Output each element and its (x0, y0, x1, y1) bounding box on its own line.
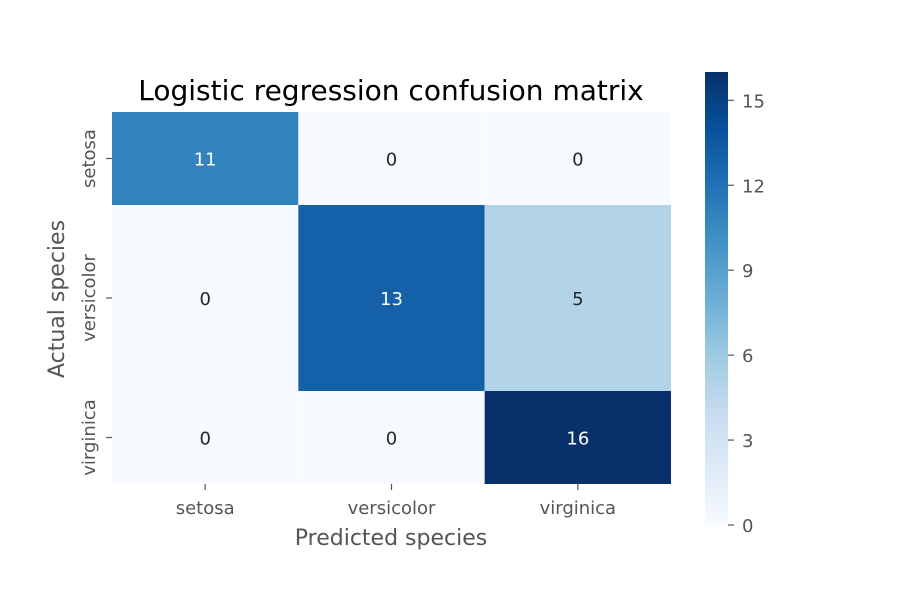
heatmap-cell-label: 0 (572, 150, 583, 171)
heatmap-cell-label: 0 (386, 150, 397, 171)
y-axis-title: Actual species (45, 220, 70, 378)
colorbar-tick-label: 12 (742, 176, 765, 197)
heatmap-cell-label: 0 (199, 429, 210, 450)
heatmap-cell-labels: 11 0 0 0 13 5 0 0 16 (194, 150, 590, 450)
heatmap-cell (484, 112, 671, 205)
x-axis-title: Predicted species (295, 526, 487, 551)
heatmap-cell-label: 11 (194, 150, 217, 171)
heatmap-cell (112, 391, 299, 484)
heatmap-cell-label: 5 (572, 289, 583, 310)
colorbar-tick-label: 6 (742, 346, 753, 367)
heatmap-cell (112, 112, 299, 205)
heatmap-cell (484, 391, 671, 484)
heatmap-cell (298, 205, 485, 391)
x-tick-label: versicolor (348, 498, 436, 519)
x-tick-label: setosa (176, 498, 235, 519)
heatmap-cell-label: 16 (566, 429, 589, 450)
chart-title: Logistic regression confusion matrix (138, 74, 643, 107)
heatmap-cell (112, 205, 299, 391)
colorbar-tick-label: 9 (742, 261, 753, 282)
y-axis-ticks: setosa versicolor virginica (79, 129, 112, 476)
y-tick-label: setosa (79, 129, 100, 188)
colorbar-tick-label: 15 (742, 91, 765, 112)
heatmap-cell-label: 0 (199, 289, 210, 310)
y-tick-label: versicolor (79, 253, 100, 341)
heatmap-cell-label: 13 (380, 289, 403, 310)
y-tick-label: virginica (79, 399, 100, 476)
heatmap-cell (298, 112, 485, 205)
heatmap-cell (298, 391, 485, 484)
colorbar (705, 72, 728, 525)
heatmap-cell (484, 205, 671, 391)
heatmap-cell-label: 0 (386, 429, 397, 450)
x-axis-ticks: setosa versicolor virginica (176, 484, 616, 519)
heatmap-cells (112, 112, 671, 484)
colorbar-ticks: 0 3 6 9 12 15 (728, 91, 765, 537)
x-tick-label: virginica (540, 498, 617, 519)
colorbar-tick-label: 0 (742, 516, 753, 537)
colorbar-tick-label: 3 (742, 431, 753, 452)
